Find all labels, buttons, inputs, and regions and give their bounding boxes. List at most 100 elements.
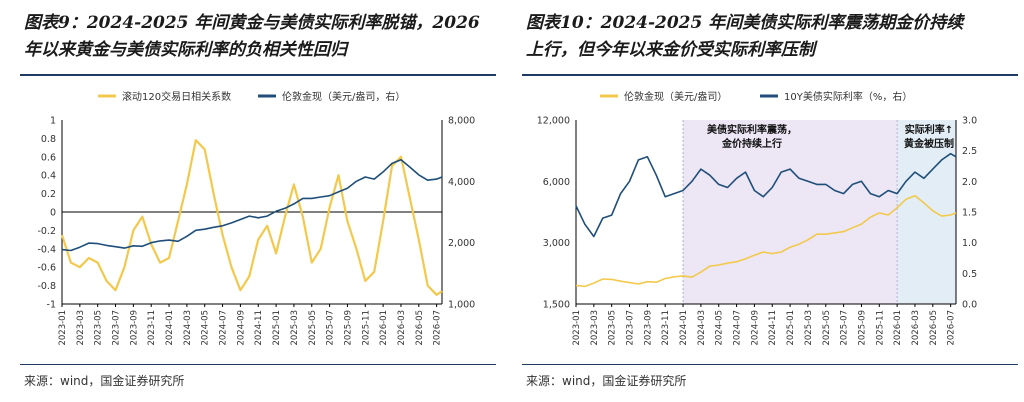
- left-x-tick-18: 2026-01: [379, 310, 389, 346]
- right-x-tick-11: 2024-11: [768, 310, 778, 346]
- right-annotation-band2-line2: 黄金被压制: [904, 137, 954, 150]
- left-chart-panel: 图表9：2024-2025 年间黄金与美债实际利率脱锚，2026 年以来黄金与美…: [0, 0, 502, 402]
- right-top-rule: [522, 74, 1018, 76]
- left-bottom-rule: [20, 364, 496, 365]
- left-y-left-tick-3: 0.4: [41, 171, 56, 182]
- right-y-left-tick-0: 12,000: [537, 116, 570, 127]
- right-x-tick-20: 2026-05: [929, 310, 939, 346]
- left-legend-label-gold: 伦敦金现（美元/盎司，右）: [282, 90, 405, 103]
- left-y-right-tick-0: 8,000: [448, 116, 475, 127]
- left-y-right-tick-1: 4,000: [448, 177, 475, 188]
- left-x-tick-15: 2025-07: [326, 310, 336, 346]
- right-y-left-tick-2: 3,000: [543, 238, 570, 249]
- right-y-right-tick-3: 1.5: [962, 208, 977, 219]
- right-chart-panel: 图表10：2024-2025 年间美债实际利率震荡期金价持续 上行，但今年以来金…: [514, 0, 1024, 402]
- left-title-line2: 年以来黄金与美债实际利率的负相关性回归: [24, 40, 347, 60]
- right-bottom-rule: [522, 364, 1018, 365]
- left-series-line-2: [61, 159, 443, 252]
- right-x-tick-9: 2024-07: [733, 310, 743, 346]
- right-plot-area: 12,000 6,000 3,000 1,500 3.0 2.5 2.0 1.5 1.0 0.5 0…: [537, 116, 977, 346]
- right-x-tick-18: 2026-01: [893, 310, 903, 346]
- left-top-rule: [20, 74, 496, 76]
- left-y-left-tick-9: -0.8: [37, 281, 56, 292]
- left-x-tick-1: 2023-03: [76, 310, 86, 346]
- right-x-tick-5: 2023-11: [661, 310, 671, 346]
- left-x-tick-17: 2025-11: [361, 310, 371, 346]
- right-y-right-tick-5: 0.5: [962, 269, 977, 280]
- left-x-tick-19: 2026-03: [397, 310, 407, 346]
- right-annotation-band1-line1: 美债实际利率震荡，: [707, 123, 797, 136]
- left-chart-svg: 滚动120交易日相关系数 伦敦金现（美元/盎司，右） 1 0.8 0.6 0.4 0.2…: [37, 90, 475, 346]
- right-x-tick-17: 2025-11: [875, 310, 885, 346]
- left-y-left-tick-10: -1: [47, 300, 56, 311]
- right-y-left-tick-1: 6,000: [543, 177, 570, 188]
- left-y-right-tick-3: 1,000: [448, 300, 475, 311]
- left-series-line-1: [60, 139, 443, 296]
- right-y-right-tick-0: 3.0: [962, 116, 977, 127]
- left-x-tick-11: 2024-11: [254, 310, 264, 346]
- left-x-tick-14: 2025-05: [308, 310, 318, 346]
- left-y-left-tick-2: 0.6: [41, 152, 56, 163]
- left-x-tick-8: 2024-05: [201, 310, 211, 346]
- right-chart-svg: 伦敦金现（美元/盎司） 10Y美债实际利率（%，右） 12,000 6,000 3,…: [537, 90, 977, 346]
- right-x-tick-15: 2025-07: [840, 310, 850, 346]
- right-legend: 伦敦金现（美元/盎司） 10Y美债实际利率（%，右）: [600, 90, 912, 103]
- right-chart-title: 图表10：2024-2025 年间美债实际利率震荡期金价持续 上行，但今年以来金…: [526, 10, 1016, 64]
- right-x-tick-10: 2024-09: [750, 310, 760, 346]
- right-x-tick-12: 2025-01: [786, 310, 796, 346]
- right-x-tick-6: 2024-01: [679, 310, 689, 346]
- right-y-right-tick-1: 2.5: [962, 146, 977, 157]
- right-x-tick-8: 2024-05: [715, 310, 725, 346]
- left-plot-area: 1 0.8 0.6 0.4 0.2 0 -0.2 -0.4 -0.6 -0.8 -1 8,000 4,0…: [37, 116, 475, 346]
- left-x-tick-3: 2023-07: [112, 310, 122, 346]
- left-x-tick-10: 2024-09: [236, 310, 246, 346]
- left-y-left-tick-8: -0.6: [37, 263, 56, 274]
- right-x-tick-7: 2024-03: [697, 310, 707, 346]
- left-x-tick-2: 2023-05: [94, 310, 104, 346]
- left-y-left-tick-0: 1: [50, 116, 56, 127]
- left-legend-label-corr: 滚动120交易日相关系数: [122, 90, 231, 103]
- right-x-tick-13: 2025-03: [804, 310, 814, 346]
- left-source-note: 来源：wind，国金证券研究所: [24, 374, 185, 388]
- right-legend-label-rate: 10Y美债实际利率（%，右）: [784, 90, 912, 103]
- left-y-left-tick-4: 0.2: [41, 189, 56, 200]
- right-series-line-1: [575, 194, 957, 288]
- right-title-line1: 图表10：2024-2025 年间美债实际利率震荡期金价持续: [526, 13, 964, 33]
- right-x-tick-21: 2026-07: [947, 310, 957, 346]
- right-source-note: 来源：wind，国金证券研究所: [526, 374, 687, 388]
- right-x-tick-16: 2025-09: [857, 310, 867, 346]
- left-y-left-tick-1: 0.8: [41, 134, 56, 145]
- right-y-right-tick-2: 2.0: [962, 177, 977, 188]
- left-y-left-tick-6: -0.2: [37, 226, 56, 237]
- left-chart-title: 图表9：2024-2025 年间黄金与美债实际利率脱锚，2026 年以来黄金与美…: [24, 10, 504, 64]
- right-annotation-band1-line2: 金价持续上行: [721, 137, 782, 150]
- right-shaded-region-1: [683, 120, 898, 304]
- right-y-left-tick-3: 1,500: [543, 300, 570, 311]
- left-y-left-tick-5: 0: [50, 208, 56, 219]
- right-x-tick-14: 2025-05: [822, 310, 832, 346]
- right-x-tick-2: 2023-05: [608, 310, 618, 346]
- right-x-tick-1: 2023-03: [590, 310, 600, 346]
- right-legend-label-gold: 伦敦金现（美元/盎司）: [624, 90, 727, 103]
- right-x-tick-3: 2023-07: [626, 310, 636, 346]
- left-x-tick-16: 2025-09: [343, 310, 353, 346]
- left-x-tick-12: 2025-01: [272, 310, 282, 346]
- right-y-right-tick-6: 0.0: [962, 300, 977, 311]
- right-y-right-tick-4: 1.0: [962, 238, 977, 249]
- right-x-tick-0: 2023-01: [572, 310, 582, 346]
- left-x-tick-13: 2025-03: [290, 310, 300, 346]
- left-y-left-tick-7: -0.4: [37, 244, 56, 255]
- right-x-tick-19: 2026-03: [911, 310, 921, 346]
- left-title-line1: 图表9：2024-2025 年间黄金与美债实际利率脱锚，2026: [24, 13, 480, 33]
- right-title-line2: 上行，但今年以来金价受实际利率压制: [526, 40, 815, 60]
- left-x-tick-6: 2024-01: [165, 310, 175, 346]
- right-x-tick-4: 2023-09: [643, 310, 653, 346]
- left-x-tick-7: 2024-03: [183, 310, 193, 346]
- left-x-tick-21: 2026-07: [433, 310, 443, 346]
- left-x-tick-9: 2024-07: [219, 310, 229, 346]
- left-legend: 滚动120交易日相关系数 伦敦金现（美元/盎司，右）: [98, 90, 405, 103]
- left-x-tick-5: 2023-11: [147, 310, 157, 346]
- left-x-tick-20: 2026-05: [415, 310, 425, 346]
- right-shaded-region-2: [897, 120, 956, 304]
- left-x-tick-4: 2023-09: [129, 310, 139, 346]
